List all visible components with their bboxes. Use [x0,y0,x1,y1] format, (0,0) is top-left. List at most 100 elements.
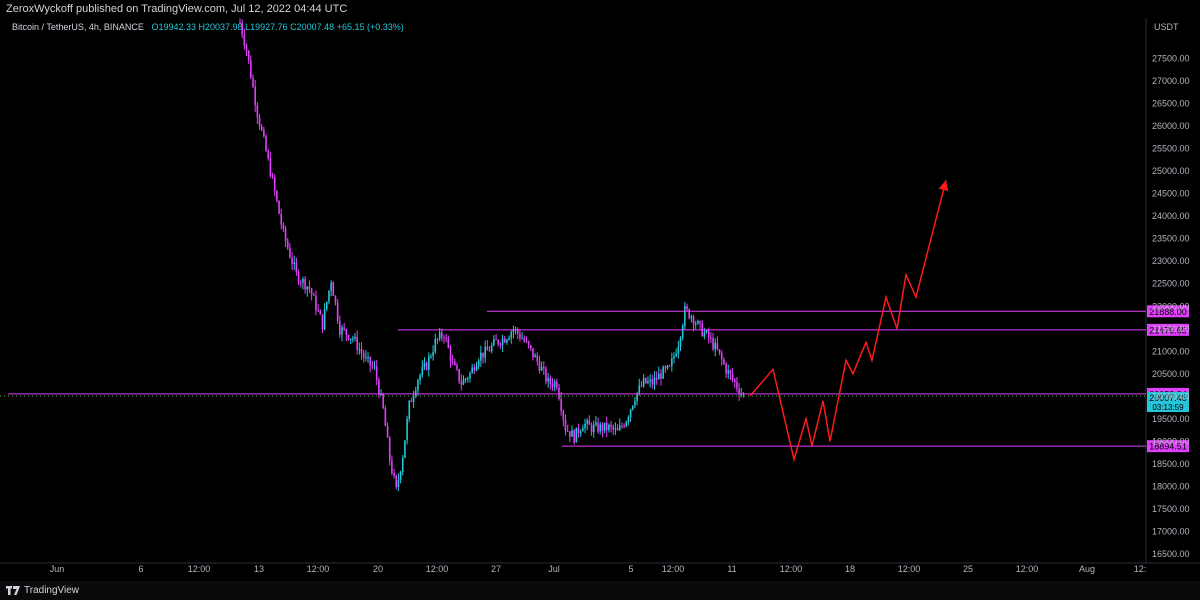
candle-body [569,431,571,437]
price-tick-label: 27000.00 [1152,76,1190,86]
candle-body [551,383,554,387]
candle-body [308,286,311,289]
candle-body [634,401,636,406]
candle-body [558,387,560,399]
close-value: C20007.48 [290,22,335,32]
price-tick-label: 19000.00 [1152,436,1190,446]
candle-body [631,405,634,410]
candle-body [560,398,562,412]
candle-body [243,34,246,46]
price-tick-label: 17500.00 [1152,504,1190,514]
price-unit-label: USDT [1154,22,1179,32]
candle-body [276,190,278,201]
candle-body [658,373,660,380]
candle-body [399,471,402,480]
time-tick-label: 12:00 [898,564,921,574]
candle-body [497,340,500,345]
candle-body [393,473,395,476]
candle-body [723,359,725,365]
candle-body [618,425,621,431]
candle-body [293,262,296,264]
candle-body [304,278,306,290]
level-label-bg [1147,323,1189,336]
candle-body [586,420,588,424]
level-label: 21476.65 [1149,325,1187,335]
candle-body [692,316,695,325]
candles-series [239,18,745,492]
price-tick-label: 24500.00 [1152,189,1190,199]
candle-body [373,366,376,368]
symbol-title[interactable]: Bitcoin / TetherUS, 4h, BINANCE [12,22,144,32]
candle-body [549,378,552,384]
candle-body [519,333,521,339]
candle-body [456,365,458,370]
candle-body [601,424,604,431]
price-chart[interactable]: 21888.0021476.6520053.8418894.5120007.48… [0,0,1200,581]
candle-body [263,130,265,137]
candle-body [343,327,345,330]
candle-body [480,352,482,361]
candle-body [473,367,476,371]
candle-body [644,378,647,384]
candle-body [616,428,619,431]
published-header: ZeroxWyckoff published on TradingView.co… [0,0,1200,18]
candle-body [408,400,411,420]
candle-body [707,330,710,338]
price-tick-label: 18500.00 [1152,459,1190,469]
candle-body [362,353,365,358]
candle-body [328,290,330,302]
candle-body [603,422,606,431]
candle-body [482,352,484,358]
level-label: 18894.51 [1149,442,1187,452]
time-axis[interactable]: Jun 6 12:00 13 12:00 20 12:00 27 Jul 5 12:00 11 12:0… [50,564,1147,574]
footer-brand: TradingView [24,585,80,596]
candle-body [454,361,456,366]
candle-body [458,369,460,382]
projection-arrowhead [938,180,949,192]
candle-body [699,321,701,324]
candle-body [269,158,272,177]
candle-body [671,358,673,366]
candle-body [512,329,515,333]
candle-body [347,334,350,340]
candle-body [414,390,417,397]
candle-body [720,352,723,360]
candle-body [731,373,734,380]
price-axis[interactable]: 16500.00 17000.00 17500.00 18000.00 18500.00… [1152,54,1190,559]
price-tick-label: 21000.00 [1152,346,1190,356]
candle-body [490,345,493,352]
time-tick-label: 12:00 [307,564,330,574]
horizontal-levels[interactable]: 21888.0021476.6520053.8418894.5120007.48… [0,305,1189,453]
candle-body [503,338,506,343]
candle-body [714,342,717,350]
candle-body [358,349,361,351]
candle-body [345,329,348,335]
candle-body [547,378,549,382]
price-tick-label: 17000.00 [1152,526,1190,536]
candle-body [575,427,578,443]
candle-body [516,329,519,334]
published-text: ZeroxWyckoff published on TradingView.co… [6,3,348,15]
candle-body [443,337,445,339]
candle-body [447,338,450,348]
candle-body [295,262,298,272]
candle-body [421,367,424,376]
candle-body [406,419,408,441]
candle-body [267,151,270,159]
projection-path [749,179,947,463]
candle-body [395,475,398,488]
candle-body [265,136,267,152]
candle-body [441,332,443,338]
high-value: H20037.98 [198,22,243,32]
candle-body [538,361,541,371]
candle-body [436,338,439,340]
time-tick-label: Jul [548,564,560,574]
candle-body [536,355,539,362]
candle-body [286,241,289,249]
time-tick-label: 12:00 [662,564,685,574]
last-price-bg [1147,392,1189,413]
candle-body [566,430,569,432]
candle-body [397,479,400,488]
candle-body [321,314,324,330]
symbol-info: Bitcoin / TetherUS, 4h, BINANCE O19942.3… [12,22,404,32]
